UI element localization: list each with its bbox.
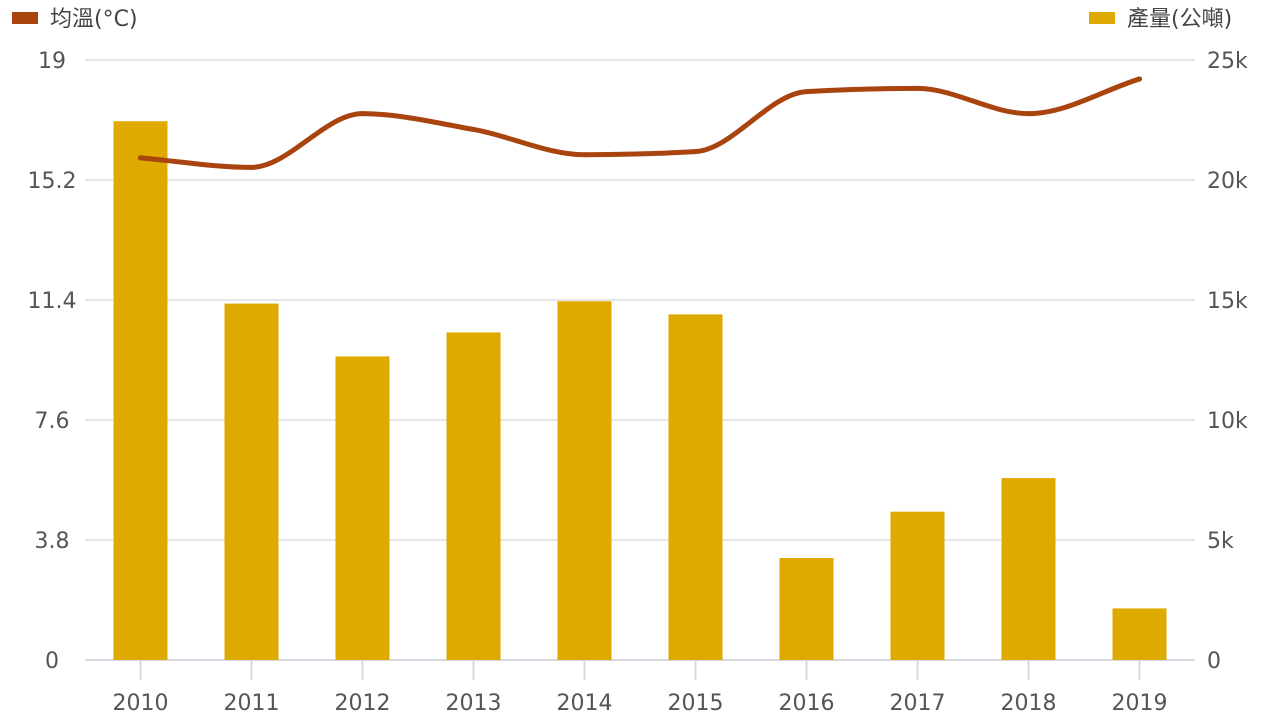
line-point[interactable] (249, 164, 254, 170)
bar[interactable] (335, 356, 390, 660)
line-point[interactable] (915, 85, 920, 91)
line-point[interactable] (360, 111, 365, 117)
axes: 0 0 3.8 5k 7.6 10k 11.4 15k 15.2 20k 19 25k 2010 2011… (28, 49, 1248, 716)
line-point[interactable] (693, 149, 698, 155)
x-tick-label: 2011 (224, 691, 280, 716)
bar[interactable] (668, 314, 723, 660)
y-right-tick-label: 0 (1207, 649, 1221, 674)
x-tick-label: 2017 (890, 691, 946, 716)
legend-bar-swatch (1089, 12, 1115, 24)
y-right-tick-label: 10k (1207, 409, 1248, 434)
x-tick-label: 2014 (557, 691, 613, 716)
x-tick-label: 2018 (1001, 691, 1057, 716)
line-point[interactable] (582, 152, 587, 158)
x-tick-label: 2010 (113, 691, 169, 716)
temperature-line[interactable] (138, 76, 1142, 170)
line-point[interactable] (138, 155, 143, 161)
line-series (138, 76, 1142, 170)
line-point[interactable] (1026, 111, 1031, 117)
x-tick-label: 2019 (1112, 691, 1168, 716)
y-right-tick-label: 20k (1207, 169, 1248, 194)
y-right-tick-label: 5k (1207, 529, 1234, 554)
bar[interactable] (1112, 608, 1167, 660)
y-right-tick-label: 15k (1207, 289, 1248, 314)
y-left-tick-label: 11.4 (28, 289, 77, 314)
x-tick-label: 2015 (668, 691, 724, 716)
y-left-tick-label: 15.2 (28, 169, 77, 194)
x-tick-label: 2013 (446, 691, 502, 716)
bar[interactable] (890, 511, 945, 660)
y-left-tick-label: 0 (45, 649, 59, 674)
legend-bar[interactable]: 產量(公噸) (1089, 7, 1232, 32)
legend-bar-label: 產量(公噸) (1127, 7, 1232, 32)
bar[interactable] (113, 121, 168, 660)
y-left-tick-label: 19 (38, 49, 66, 74)
y-left-tick-label: 3.8 (35, 529, 70, 554)
line-point[interactable] (1137, 76, 1142, 82)
bar[interactable] (779, 558, 834, 660)
bar[interactable] (557, 301, 612, 660)
x-tick-label: 2016 (779, 691, 835, 716)
bar[interactable] (446, 332, 501, 660)
bar[interactable] (1001, 478, 1056, 660)
bar[interactable] (224, 303, 279, 660)
y-left-tick-label: 7.6 (35, 409, 70, 434)
legend-line[interactable]: 均溫(°C) (12, 7, 138, 32)
legend-line-swatch (12, 12, 38, 24)
bar-series (113, 121, 1167, 660)
line-point[interactable] (471, 126, 476, 132)
x-tick-label: 2012 (335, 691, 391, 716)
line-point[interactable] (804, 89, 809, 95)
legend-line-label: 均溫(°C) (50, 7, 138, 32)
y-right-tick-label: 25k (1207, 49, 1248, 74)
